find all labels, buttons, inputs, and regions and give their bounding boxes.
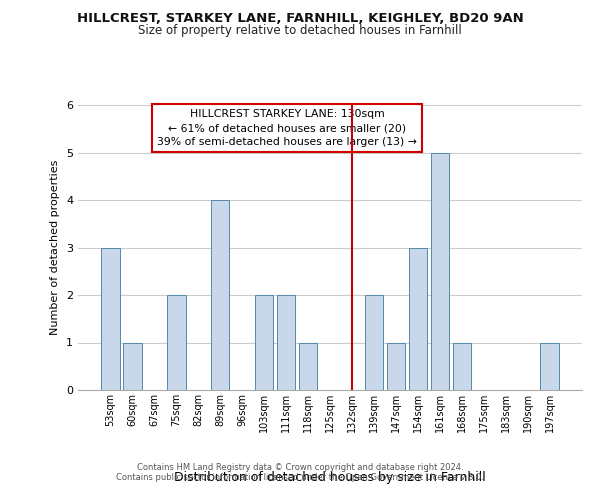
Bar: [452, 342, 471, 390]
Y-axis label: Number of detached properties: Number of detached properties: [50, 160, 61, 335]
Bar: [167, 295, 185, 390]
Text: Contains HM Land Registry data © Crown copyright and database right 2024.: Contains HM Land Registry data © Crown c…: [137, 464, 463, 472]
X-axis label: Distribution of detached houses by size in Farnhill: Distribution of detached houses by size …: [174, 471, 486, 484]
Bar: [123, 342, 142, 390]
Bar: [101, 248, 119, 390]
Text: Contains public sector information licensed under the Open Government Licence v : Contains public sector information licen…: [116, 474, 484, 482]
Bar: [365, 295, 383, 390]
Bar: [431, 152, 449, 390]
Bar: [255, 295, 274, 390]
Text: HILLCREST, STARKEY LANE, FARNHILL, KEIGHLEY, BD20 9AN: HILLCREST, STARKEY LANE, FARNHILL, KEIGH…: [77, 12, 523, 26]
Bar: [211, 200, 229, 390]
Bar: [409, 248, 427, 390]
Bar: [541, 342, 559, 390]
Text: HILLCREST STARKEY LANE: 130sqm
← 61% of detached houses are smaller (20)
39% of : HILLCREST STARKEY LANE: 130sqm ← 61% of …: [157, 110, 417, 148]
Bar: [386, 342, 405, 390]
Bar: [299, 342, 317, 390]
Text: Size of property relative to detached houses in Farnhill: Size of property relative to detached ho…: [138, 24, 462, 37]
Bar: [277, 295, 295, 390]
